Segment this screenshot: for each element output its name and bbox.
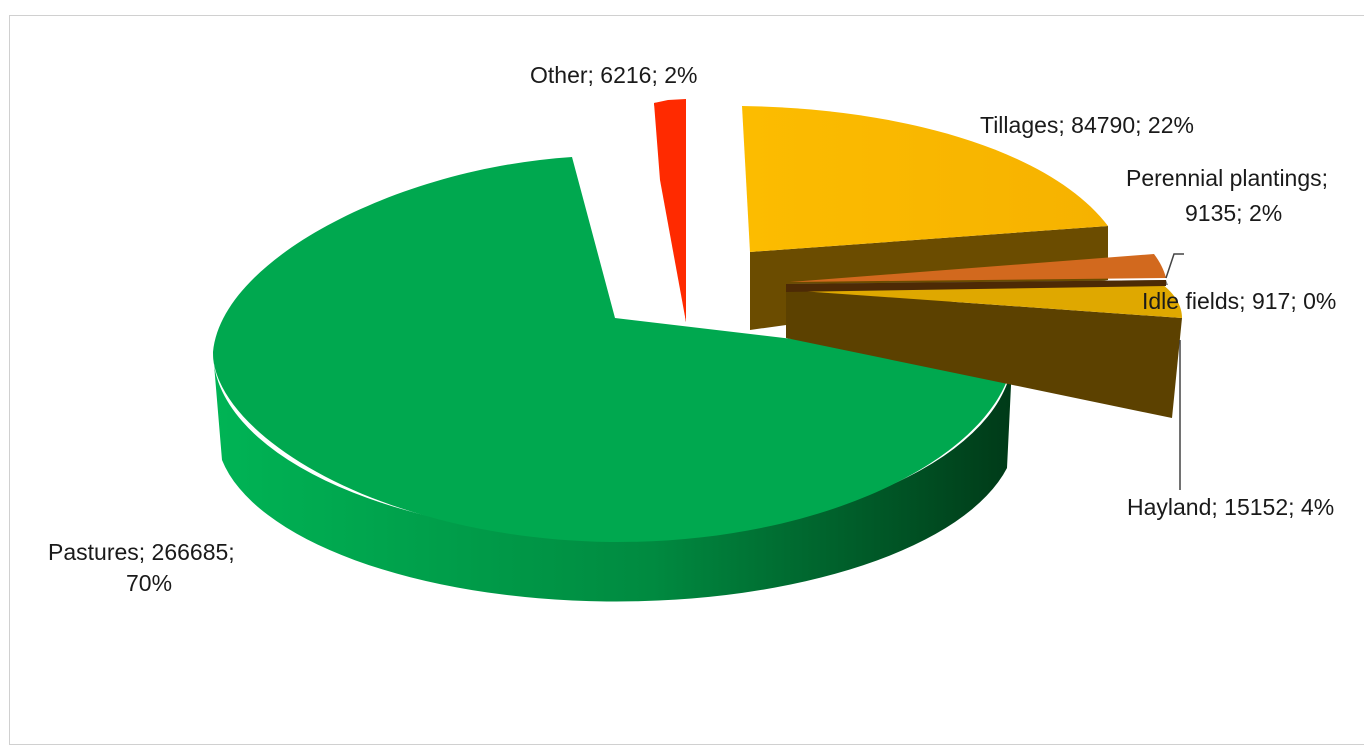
slice-pastures-top xyxy=(212,157,1012,543)
slice-pastures-side xyxy=(213,352,1012,602)
slice-perennial-plantings-side xyxy=(786,280,1166,292)
slice-tillages-top xyxy=(742,106,1108,252)
slice-hayland-top xyxy=(786,284,1182,318)
slice-perennial-plantings xyxy=(786,254,1166,292)
label-hayland: Hayland; 15152; 4% xyxy=(1127,494,1334,520)
leader-line-perennial-plantings xyxy=(1165,253,1184,279)
label-pastures-line2: 70% xyxy=(126,570,172,596)
label-idle-fields: Idle fields; 917; 0% xyxy=(1142,288,1336,314)
slice-other-top xyxy=(654,99,686,322)
slice-perennial-plantings-top xyxy=(790,254,1166,282)
slice-hayland xyxy=(786,284,1182,418)
label-pastures-line1: Pastures; 266685; xyxy=(48,539,235,565)
label-other: Other; 6216; 2% xyxy=(530,62,698,88)
label-perennial-plantings-line1: Perennial plantings; xyxy=(1126,165,1328,191)
slice-pastures xyxy=(212,157,1012,602)
label-tillages: Tillages; 84790; 22% xyxy=(980,112,1194,138)
slice-other xyxy=(654,99,686,322)
label-perennial-plantings-line2: 9135; 2% xyxy=(1185,200,1282,226)
slice-hayland-side xyxy=(786,290,1182,418)
